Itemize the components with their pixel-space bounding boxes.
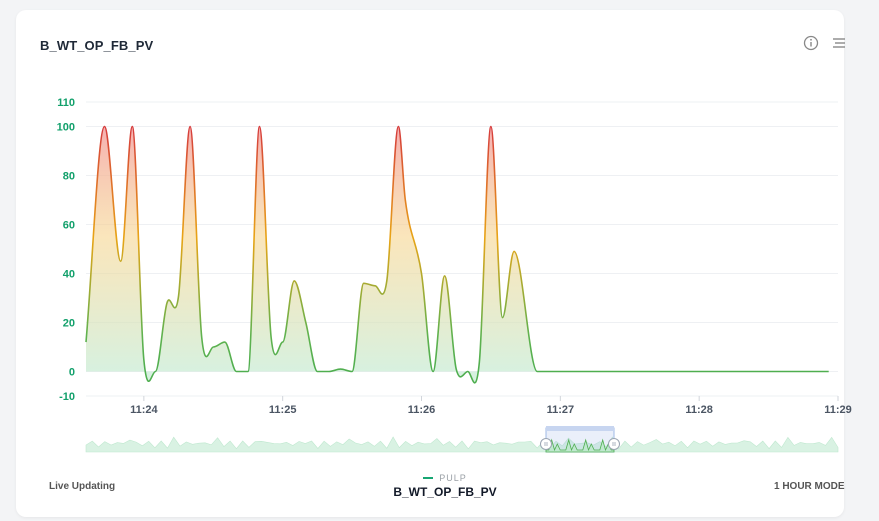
- data-point[interactable]: [327, 370, 331, 374]
- navigator-scrollbar[interactable]: [546, 426, 614, 431]
- legend[interactable]: PULP B_WT_OP_FB_PV: [360, 473, 530, 499]
- data-point[interactable]: [246, 370, 250, 374]
- data-point[interactable]: [304, 321, 308, 325]
- series-line: [85, 125, 829, 384]
- y-tick-label: 20: [63, 318, 75, 330]
- data-point[interactable]: [651, 370, 655, 374]
- data-point[interactable]: [142, 357, 146, 361]
- data-point[interactable]: [315, 370, 319, 374]
- data-point[interactable]: [454, 367, 458, 371]
- data-point[interactable]: [103, 125, 107, 129]
- navigator[interactable]: [85, 426, 839, 453]
- x-tick-label: 11:25: [269, 404, 297, 416]
- legend-swatch: [423, 477, 434, 479]
- legend-group-label: PULP: [439, 473, 467, 483]
- data-point[interactable]: [767, 370, 771, 374]
- data-point[interactable]: [477, 360, 481, 364]
- chart-title: B_WT_OP_FB_PV: [40, 38, 154, 53]
- data-point[interactable]: [119, 259, 123, 263]
- data-point[interactable]: [489, 125, 493, 129]
- data-point[interactable]: [813, 370, 817, 374]
- data-point[interactable]: [605, 370, 609, 374]
- legend-series-label: B_WT_OP_FB_PV: [393, 485, 497, 499]
- data-point[interactable]: [639, 370, 643, 374]
- data-point[interactable]: [709, 370, 713, 374]
- data-point[interactable]: [385, 279, 389, 283]
- y-tick-label: -10: [59, 391, 75, 403]
- data-point[interactable]: [697, 370, 701, 374]
- data-point[interactable]: [662, 370, 666, 374]
- data-point[interactable]: [500, 316, 504, 320]
- menu-icon[interactable]: [830, 34, 848, 52]
- mode-label[interactable]: 1 HOUR MODE: [774, 481, 845, 492]
- y-tick-label: 0: [69, 367, 75, 379]
- data-point[interactable]: [362, 281, 366, 285]
- live-updating-label: Live Updating: [49, 481, 116, 492]
- data-point[interactable]: [420, 272, 424, 276]
- data-point[interactable]: [403, 198, 407, 202]
- data-point[interactable]: [292, 279, 296, 283]
- data-point[interactable]: [431, 370, 435, 374]
- data-point[interactable]: [674, 370, 678, 374]
- data-point[interactable]: [188, 125, 192, 129]
- data-point[interactable]: [755, 370, 759, 374]
- y-tick-label: 110: [57, 97, 75, 109]
- data-point[interactable]: [593, 370, 597, 374]
- navigator-window-sparkline: [545, 438, 615, 453]
- data-point[interactable]: [234, 370, 238, 374]
- data-point[interactable]: [443, 274, 447, 278]
- x-tick-label: 11:27: [547, 404, 575, 416]
- data-point[interactable]: [778, 370, 782, 374]
- navigator-sparkline: [85, 436, 839, 453]
- data-point[interactable]: [628, 370, 632, 374]
- data-point[interactable]: [177, 294, 181, 298]
- y-tick-label: 80: [63, 171, 75, 183]
- data-point[interactable]: [827, 370, 831, 374]
- data-point[interactable]: [130, 125, 134, 129]
- data-point[interactable]: [535, 370, 539, 374]
- data-point[interactable]: [581, 370, 585, 374]
- data-point[interactable]: [165, 301, 169, 305]
- data-point[interactable]: [720, 370, 724, 374]
- data-point[interactable]: [211, 345, 215, 349]
- data-point[interactable]: [801, 370, 805, 374]
- navigator-handle-left[interactable]: [540, 438, 552, 450]
- data-point[interactable]: [84, 340, 88, 344]
- y-tick-label: 60: [63, 220, 75, 232]
- data-point[interactable]: [258, 125, 262, 129]
- data-point[interactable]: [223, 340, 227, 344]
- navigator-handle-right[interactable]: [608, 438, 620, 450]
- x-tick-label: 11:24: [130, 404, 158, 416]
- data-point[interactable]: [350, 370, 354, 374]
- data-point[interactable]: [732, 370, 736, 374]
- data-point[interactable]: [512, 249, 516, 253]
- data-point[interactable]: [466, 370, 470, 374]
- data-point[interactable]: [269, 335, 273, 339]
- data-point[interactable]: [200, 335, 204, 339]
- data-point[interactable]: [743, 370, 747, 374]
- info-icon[interactable]: [802, 34, 820, 52]
- data-point[interactable]: [686, 370, 690, 374]
- data-point[interactable]: [339, 367, 343, 371]
- data-point[interactable]: [396, 125, 400, 129]
- data-point[interactable]: [616, 370, 620, 374]
- data-point[interactable]: [373, 284, 377, 288]
- series-area: [86, 126, 829, 383]
- data-point[interactable]: [153, 370, 157, 374]
- x-axis: 11:24 11:25 11:26 11:27 11:28 11:29: [130, 396, 852, 416]
- x-tick-label: 11:26: [408, 404, 436, 416]
- y-tick-label: 40: [63, 269, 75, 281]
- x-tick-label: 11:28: [685, 404, 713, 416]
- data-point[interactable]: [558, 370, 562, 374]
- y-axis: -10 0 20 40 60 80 100 110: [57, 97, 75, 403]
- data-point[interactable]: [570, 370, 574, 374]
- y-tick-label: 100: [57, 122, 75, 134]
- data-point[interactable]: [281, 340, 285, 344]
- x-tick-label: 11:29: [824, 404, 852, 416]
- data-point[interactable]: [790, 370, 794, 374]
